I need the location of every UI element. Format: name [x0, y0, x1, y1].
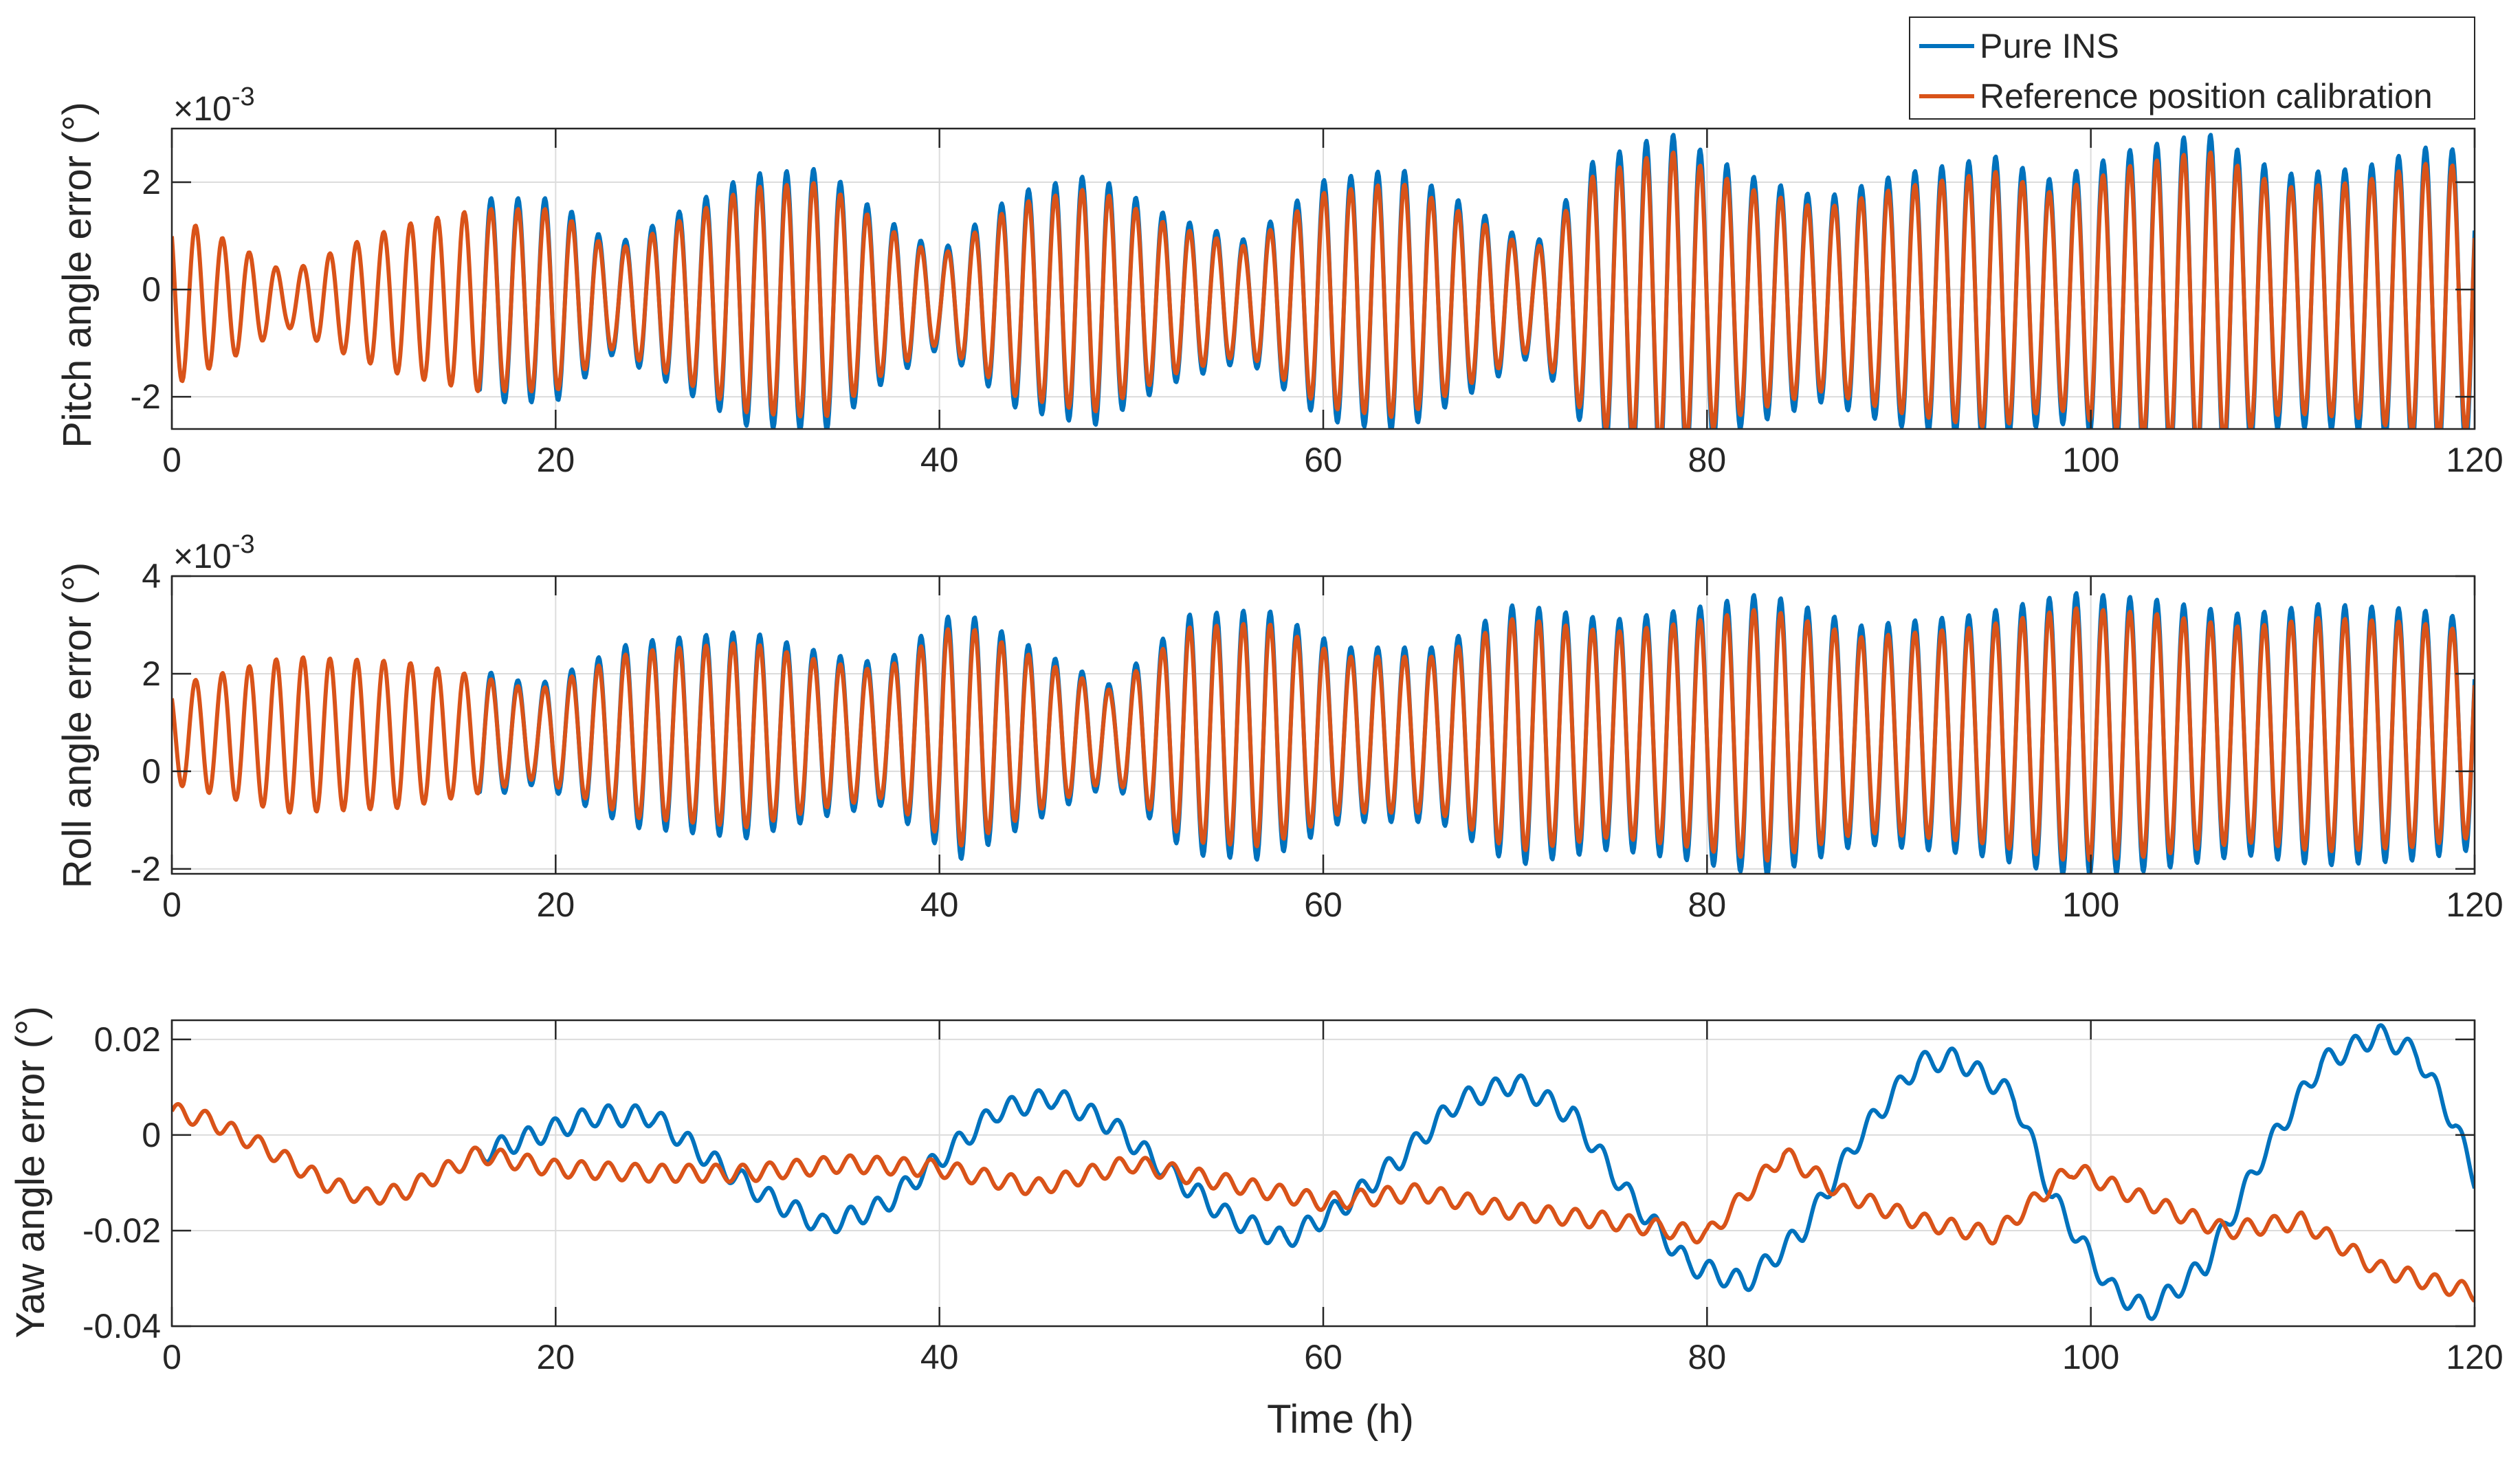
legend-label-reference: Reference position calibration	[1980, 77, 2433, 116]
yaw-xtick-label: 100	[2062, 1338, 2119, 1376]
pitch-xtick-label: 20	[537, 441, 575, 479]
roll-y-axis-label: Roll angle error (°)	[55, 562, 100, 888]
legend-label-pure-ins: Pure INS	[1980, 27, 2119, 65]
legend-box	[1909, 16, 2475, 120]
yaw-xtick-label: 120	[2446, 1338, 2503, 1376]
roll-xtick-label: 20	[537, 886, 575, 924]
pitch-xtick-label: 40	[920, 441, 959, 479]
yaw-ytick-label: 0	[142, 1116, 161, 1154]
yaw-y-axis-label: Yaw angle error (°)	[8, 1006, 53, 1338]
yaw-ytick-label: -0.04	[82, 1307, 161, 1345]
yaw-series-reference	[172, 1102, 2475, 1303]
pitch-xtick-label: 0	[162, 441, 181, 479]
roll-xtick-label: 100	[2062, 886, 2119, 924]
roll-ytick-label: 4	[142, 557, 161, 595]
pitch-xtick-label: 60	[1304, 441, 1342, 479]
pitch-xtick-label: 80	[1688, 441, 1727, 479]
yaw-series-pure-ins	[477, 1023, 2475, 1321]
yaw-ytick-label: 0.02	[94, 1020, 161, 1059]
roll-ytick-label: 0	[142, 752, 161, 791]
pitch-ytick-label: 2	[142, 163, 161, 201]
pitch-exponent-label: ×10-3	[173, 82, 255, 128]
roll-xtick-label: 80	[1688, 886, 1727, 924]
yaw-ytick-label: -0.02	[82, 1211, 161, 1250]
pitch-xtick-label: 100	[2062, 441, 2119, 479]
roll-xtick-label: 40	[920, 886, 959, 924]
yaw-panel: 0 20 40 60 80 100 120 -0.04 -0.02 0 0.02 Yaw angle …	[8, 1006, 2504, 1376]
yaw-xtick-label: 60	[1304, 1338, 1342, 1376]
roll-xtick-label: 120	[2446, 886, 2503, 924]
yaw-xtick-label: 40	[920, 1338, 959, 1376]
yaw-xtick-label: 0	[162, 1338, 181, 1376]
roll-ytick-label: -2	[131, 850, 161, 888]
roll-xtick-label: 60	[1304, 886, 1342, 924]
pitch-y-axis-label: Pitch angle error (°)	[55, 102, 100, 448]
legend: Pure INS Reference position calibration	[1909, 16, 2475, 120]
pitch-ytick-label: -2	[131, 377, 161, 416]
roll-exponent-label: ×10-3	[173, 530, 255, 575]
yaw-xtick-label: 20	[537, 1338, 575, 1376]
yaw-xtick-label: 80	[1688, 1338, 1727, 1376]
pitch-xtick-label: 120	[2446, 441, 2503, 479]
roll-xtick-label: 0	[162, 886, 181, 924]
pitch-ytick-label: 0	[142, 270, 161, 309]
roll-ytick-label: 2	[142, 654, 161, 693]
x-axis-label: Time (h)	[1267, 1397, 1414, 1442]
